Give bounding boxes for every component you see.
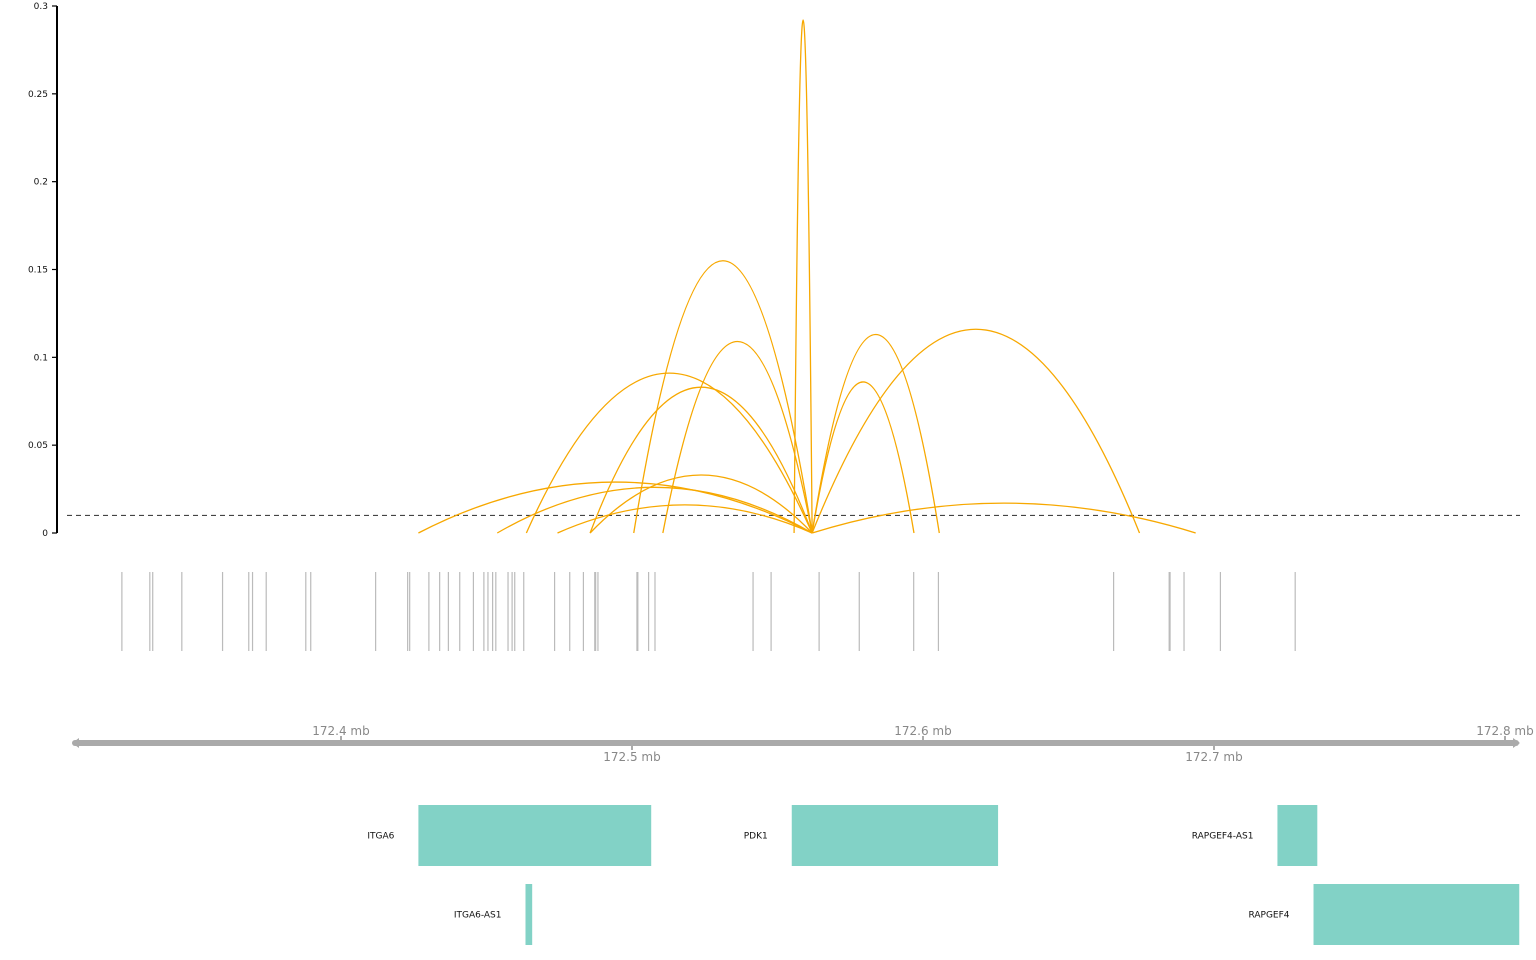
arc-12 (811, 502, 1196, 534)
axis-label-top-0: 172.4 mb (312, 724, 369, 738)
y-tick-label-5: 0.25 (28, 90, 48, 100)
genome-axis: 172.4 mb 172.6 mb 172.8 mb 172.5 mb 172.7 mb (72, 724, 1534, 764)
marks-panel (121, 572, 1296, 651)
arc-2 (662, 340, 813, 534)
axis-label-bottom-1: 172.7 mb (1185, 750, 1242, 764)
arc-10 (811, 381, 915, 534)
arc-7 (418, 481, 813, 534)
gene-box-rapgef4-as1 (1277, 805, 1318, 866)
arc-11 (811, 328, 1141, 534)
genes-panel: ITGA6 PDK1 RAPGEF4-AS1 ITGA6-AS1 RAPGEF4 (367, 805, 1520, 945)
coverage-panel: 0 0.05 0.1 0.15 0.2 0.25 0.3 (28, 2, 1520, 539)
gene-box-itga6 (418, 805, 652, 866)
arcs (418, 19, 1196, 534)
gene-box-itga6-as1 (525, 884, 533, 945)
y-ticks: 0 0.05 0.1 0.15 0.2 0.25 0.3 (28, 2, 57, 539)
gene-label-itga6-as1: ITGA6-AS1 (454, 911, 502, 921)
y-tick-label-4: 0.2 (34, 178, 48, 188)
y-tick-label-6: 0.3 (34, 2, 48, 12)
arc-1 (633, 260, 813, 534)
axis-label-top-2: 172.8 mb (1476, 724, 1533, 738)
axis-ticks: 172.4 mb 172.6 mb 172.8 mb 172.5 mb 172.7 mb (312, 724, 1533, 764)
gene-box-pdk1 (791, 805, 999, 866)
arc-0 (793, 19, 813, 534)
axis-label-top-1: 172.6 mb (894, 724, 951, 738)
arc-6 (496, 486, 813, 534)
arc-4 (589, 386, 813, 534)
gene-box-rapgef4 (1313, 884, 1520, 945)
axis-label-bottom-0: 172.5 mb (603, 750, 660, 764)
axis-arrow-left (72, 738, 79, 748)
gene-label-pdk1: PDK1 (744, 832, 768, 842)
arc-8 (557, 504, 813, 534)
axis-arrow-right (1513, 738, 1520, 748)
y-tick-label-3: 0.15 (28, 266, 48, 276)
gene-label-rapgef4: RAPGEF4 (1248, 911, 1289, 921)
arc-5 (589, 474, 813, 534)
gene-label-rapgef4-as1: RAPGEF4-AS1 (1192, 832, 1254, 842)
arc-3 (525, 372, 813, 534)
y-tick-label-2: 0.1 (34, 353, 48, 363)
arc-9 (811, 334, 940, 534)
gene-label-itga6: ITGA6 (367, 832, 394, 842)
y-tick-label-1: 0.05 (28, 441, 48, 451)
y-tick-label-0: 0 (42, 529, 48, 539)
